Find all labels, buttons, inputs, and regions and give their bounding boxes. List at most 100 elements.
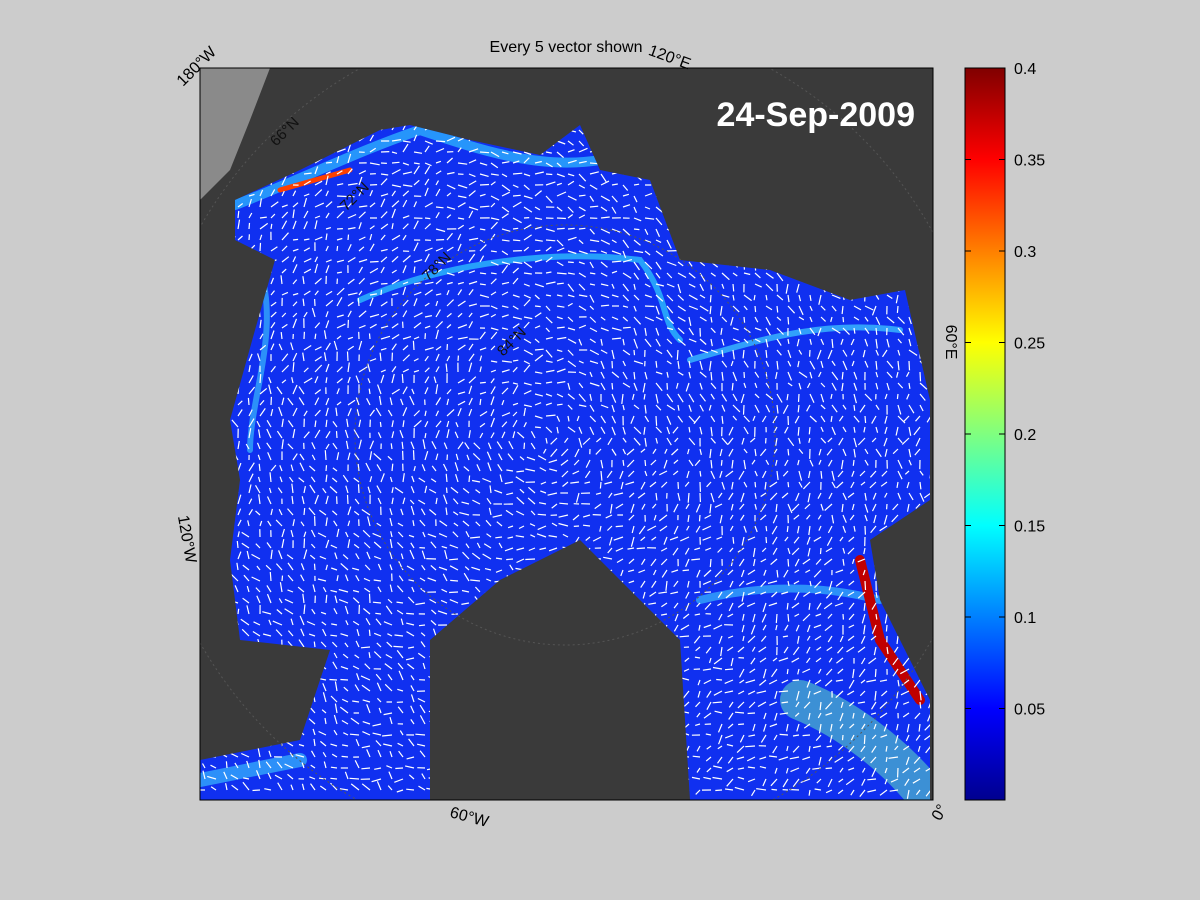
vector bbox=[760, 734, 767, 743]
vector bbox=[391, 200, 400, 208]
vector bbox=[746, 580, 756, 585]
vector bbox=[697, 679, 701, 686]
vector bbox=[719, 470, 723, 478]
vector bbox=[600, 250, 608, 254]
vector bbox=[310, 543, 316, 549]
vector bbox=[446, 214, 452, 219]
vector bbox=[748, 701, 756, 709]
vector bbox=[710, 393, 715, 400]
vector bbox=[364, 587, 371, 593]
vector bbox=[545, 414, 556, 417]
vector bbox=[373, 541, 382, 549]
vector bbox=[567, 283, 575, 292]
vector bbox=[479, 193, 486, 197]
vector bbox=[567, 294, 575, 298]
vector bbox=[378, 395, 382, 406]
vector bbox=[413, 322, 422, 329]
vector bbox=[242, 781, 250, 791]
vector bbox=[754, 382, 758, 389]
vector bbox=[677, 338, 686, 346]
vector bbox=[826, 745, 833, 748]
vector bbox=[354, 498, 360, 505]
vector bbox=[831, 327, 841, 334]
tick-label: 0.35 bbox=[1014, 153, 1045, 170]
vector bbox=[835, 690, 844, 699]
vector bbox=[301, 496, 305, 505]
vector bbox=[457, 391, 466, 395]
vector bbox=[320, 641, 327, 648]
vector bbox=[756, 690, 767, 694]
vector bbox=[812, 767, 822, 770]
vector bbox=[787, 316, 790, 325]
vector bbox=[268, 487, 272, 494]
vector bbox=[396, 585, 404, 593]
vector bbox=[462, 520, 470, 527]
vector bbox=[791, 657, 800, 663]
vector bbox=[672, 470, 679, 476]
vector bbox=[709, 448, 712, 459]
vector bbox=[760, 591, 767, 595]
vector bbox=[688, 360, 691, 369]
vector bbox=[373, 579, 382, 582]
vector bbox=[622, 404, 625, 411]
vector bbox=[534, 226, 542, 230]
vector bbox=[704, 602, 712, 610]
vector bbox=[284, 608, 294, 615]
vector bbox=[611, 206, 617, 214]
vector bbox=[325, 539, 330, 549]
vector bbox=[919, 470, 924, 476]
vector bbox=[884, 767, 888, 774]
vector bbox=[512, 431, 516, 439]
vector bbox=[567, 415, 570, 422]
vector bbox=[336, 528, 340, 538]
vector bbox=[853, 382, 858, 391]
vector bbox=[732, 305, 740, 313]
vector bbox=[270, 311, 277, 318]
vector bbox=[424, 223, 432, 230]
vector bbox=[255, 510, 261, 516]
vector bbox=[620, 569, 624, 577]
vector bbox=[919, 701, 922, 709]
vector bbox=[872, 492, 877, 500]
vector bbox=[798, 316, 805, 321]
vector bbox=[347, 227, 356, 230]
vector bbox=[548, 459, 558, 464]
vector bbox=[408, 774, 415, 780]
vector bbox=[857, 591, 866, 599]
vector bbox=[534, 382, 542, 385]
vector bbox=[435, 268, 443, 274]
vector bbox=[342, 554, 349, 560]
vector bbox=[883, 437, 888, 447]
vector bbox=[853, 404, 856, 411]
vector bbox=[443, 494, 448, 505]
vector bbox=[688, 371, 692, 379]
tick-label: 0.25 bbox=[1014, 336, 1045, 353]
vector bbox=[567, 195, 577, 201]
vector bbox=[391, 269, 397, 274]
vector bbox=[457, 441, 464, 450]
vector bbox=[743, 481, 748, 488]
vector bbox=[724, 668, 734, 671]
vector bbox=[225, 761, 228, 769]
vector bbox=[413, 266, 416, 274]
vector bbox=[666, 305, 674, 314]
vector bbox=[517, 431, 525, 439]
vector bbox=[728, 448, 734, 457]
vector bbox=[352, 589, 360, 593]
vector bbox=[759, 766, 767, 769]
vector bbox=[925, 745, 930, 754]
vector bbox=[875, 404, 880, 411]
vector bbox=[770, 558, 778, 566]
vector bbox=[396, 541, 404, 549]
vector bbox=[630, 415, 635, 424]
vector bbox=[651, 536, 657, 541]
vector bbox=[871, 503, 877, 512]
vector bbox=[292, 256, 297, 263]
vector bbox=[741, 591, 745, 602]
vector bbox=[369, 297, 374, 307]
vector bbox=[353, 477, 360, 483]
vector bbox=[875, 371, 879, 378]
vector bbox=[303, 221, 308, 230]
vector bbox=[713, 624, 723, 630]
vector bbox=[237, 440, 240, 450]
